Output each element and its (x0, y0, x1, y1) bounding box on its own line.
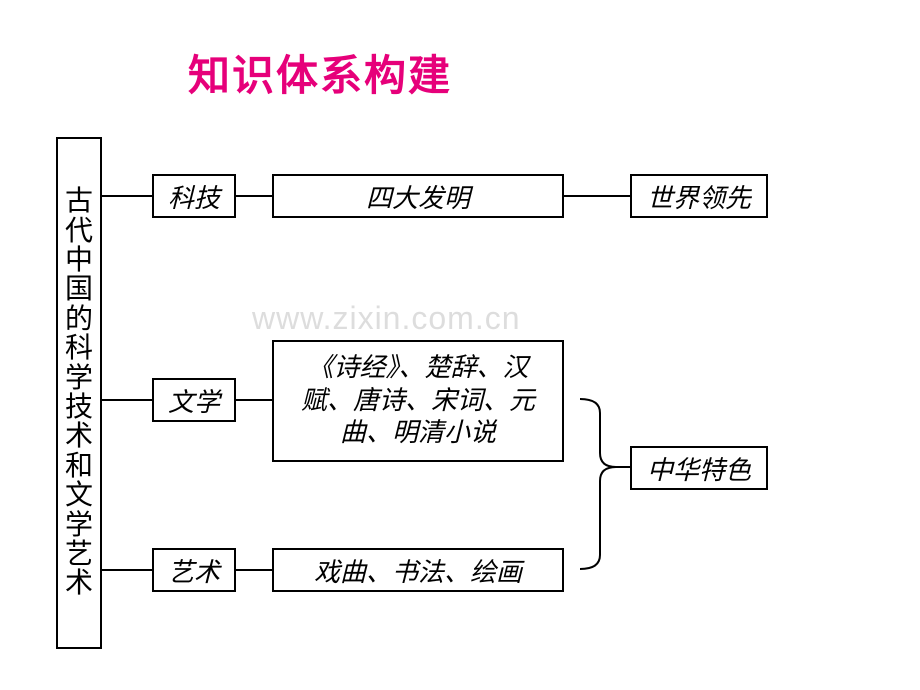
watermark: www.zixin.com.cn (252, 300, 521, 337)
connector-line (236, 195, 272, 197)
middle-lit: 《诗经》、楚辞、汉赋、唐诗、宋词、元曲、明清小说 (272, 340, 564, 462)
connector-line (102, 195, 152, 197)
right-feature-label: 中华特色 (647, 450, 751, 487)
right-leading: 世界领先 (630, 174, 768, 218)
branch-art-label: 艺术 (168, 552, 220, 589)
page-title: 知识体系构建 (188, 42, 452, 103)
root-char: 的 (65, 305, 93, 334)
middle-art-label: 戏曲、书法、绘画 (314, 552, 522, 589)
root-char: 中 (65, 246, 93, 275)
middle-lit-label: 《诗经》、楚辞、汉赋、唐诗、宋词、元曲、明清小说 (282, 352, 554, 450)
root-char: 术 (65, 569, 93, 598)
branch-tech: 科技 (152, 174, 236, 218)
branch-lit: 文学 (152, 378, 236, 422)
middle-tech: 四大发明 (272, 174, 564, 218)
branch-lit-label: 文学 (168, 382, 220, 419)
root-char: 和 (65, 452, 93, 481)
connector-line (102, 569, 152, 571)
root-char: 技 (65, 393, 93, 422)
root-char: 古 (65, 187, 93, 216)
middle-art: 戏曲、书法、绘画 (272, 548, 564, 592)
connector-line (236, 569, 272, 571)
root-char: 国 (65, 275, 93, 304)
branch-art: 艺术 (152, 548, 236, 592)
root-char: 科 (65, 334, 93, 363)
root-char: 艺 (65, 540, 93, 569)
root-char: 学 (65, 364, 93, 393)
connector-line (102, 399, 152, 401)
root-char: 代 (65, 217, 93, 246)
connector-line (236, 399, 272, 401)
root-char: 文 (65, 481, 93, 510)
right-leading-label: 世界领先 (647, 178, 751, 215)
middle-tech-label: 四大发明 (366, 178, 470, 215)
branch-tech-label: 科技 (168, 178, 220, 215)
root-char: 学 (65, 511, 93, 540)
connector-line (564, 195, 630, 197)
right-feature: 中华特色 (630, 446, 768, 490)
root-node: 古代中国的科学技术和文学艺术 (56, 137, 102, 649)
root-char: 术 (65, 422, 93, 451)
